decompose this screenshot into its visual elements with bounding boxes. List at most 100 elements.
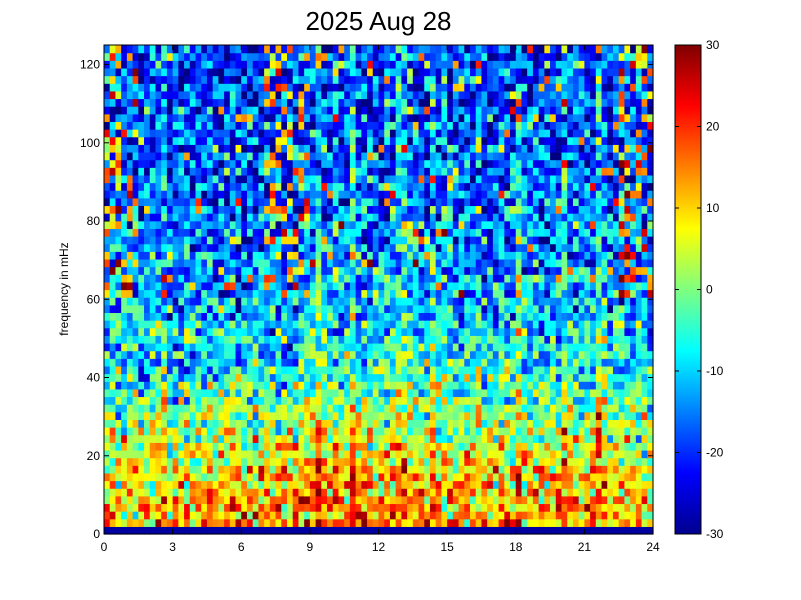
heatmap-cell bbox=[590, 312, 597, 321]
heatmap-cell bbox=[126, 159, 134, 168]
heatmap-cell bbox=[595, 182, 603, 191]
heatmap-cell bbox=[298, 304, 305, 314]
heatmap-cell bbox=[161, 190, 168, 199]
heatmap-cell bbox=[327, 434, 334, 443]
heatmap-cell bbox=[161, 213, 168, 222]
heatmap-cell bbox=[166, 220, 174, 229]
heatmap-cell bbox=[166, 281, 174, 291]
heatmap-cell bbox=[195, 197, 202, 207]
heatmap-cell bbox=[201, 266, 208, 275]
heatmap-cell bbox=[429, 213, 437, 222]
heatmap-cell bbox=[458, 243, 465, 252]
heatmap-cell bbox=[378, 503, 385, 512]
heatmap-cell bbox=[435, 297, 443, 306]
heatmap-cell bbox=[481, 457, 488, 466]
heatmap-cell bbox=[441, 465, 448, 474]
heatmap-cell bbox=[607, 251, 614, 260]
heatmap-cell bbox=[521, 304, 528, 314]
heatmap-cell bbox=[435, 228, 443, 237]
heatmap-cell bbox=[452, 197, 460, 207]
heatmap-cell bbox=[338, 472, 345, 482]
heatmap-cell bbox=[212, 144, 219, 153]
heatmap-cell bbox=[292, 396, 300, 405]
heatmap-cell bbox=[487, 449, 494, 459]
heatmap-cell bbox=[481, 312, 488, 321]
heatmap-cell bbox=[258, 480, 265, 489]
heatmap-cell bbox=[201, 197, 208, 207]
heatmap-cell bbox=[344, 350, 351, 359]
heatmap-cell bbox=[532, 381, 540, 390]
heatmap-cell bbox=[115, 144, 122, 153]
heatmap-cell bbox=[138, 151, 145, 161]
heatmap-cell bbox=[372, 419, 380, 428]
heatmap-cell bbox=[401, 197, 408, 207]
heatmap-cell bbox=[104, 427, 111, 436]
heatmap-cell bbox=[338, 190, 345, 199]
heatmap-cell bbox=[115, 373, 122, 382]
heatmap-cell bbox=[246, 495, 254, 505]
heatmap-cell bbox=[315, 281, 322, 291]
heatmap-cell bbox=[298, 312, 305, 321]
heatmap-cell bbox=[178, 243, 185, 252]
heatmap-cell bbox=[144, 151, 151, 161]
heatmap-cell bbox=[144, 335, 151, 344]
heatmap-cell bbox=[607, 342, 614, 352]
heatmap-cell bbox=[550, 213, 557, 222]
heatmap-cell bbox=[527, 266, 534, 275]
heatmap-cell bbox=[218, 228, 225, 237]
heatmap-cell bbox=[550, 373, 557, 382]
heatmap-cell bbox=[161, 144, 168, 153]
heatmap-cell bbox=[224, 304, 231, 314]
heatmap-cell bbox=[561, 159, 568, 168]
heatmap-cell bbox=[115, 266, 122, 275]
heatmap-cell bbox=[281, 243, 288, 252]
heatmap-cell bbox=[355, 449, 362, 459]
heatmap-cell bbox=[452, 503, 460, 512]
heatmap-cell bbox=[487, 472, 494, 482]
heatmap-cell bbox=[212, 472, 219, 482]
heatmap-cell bbox=[344, 457, 351, 466]
heatmap-cell bbox=[395, 358, 402, 367]
heatmap-cell bbox=[378, 388, 385, 398]
heatmap-cell bbox=[395, 274, 402, 283]
heatmap-cell bbox=[452, 297, 460, 306]
heatmap-cell bbox=[464, 228, 471, 237]
heatmap-cell bbox=[115, 365, 122, 375]
heatmap-cell bbox=[590, 220, 597, 229]
heatmap-cell bbox=[527, 396, 534, 405]
heatmap-cell bbox=[555, 167, 563, 176]
heatmap-cell bbox=[132, 312, 139, 321]
heatmap-cell bbox=[201, 258, 208, 268]
heatmap-cell bbox=[510, 243, 517, 252]
heatmap-cell bbox=[618, 190, 626, 199]
heatmap-cell bbox=[281, 304, 288, 314]
heatmap-cell bbox=[429, 258, 437, 268]
heatmap-cell bbox=[429, 335, 437, 344]
heatmap-cell bbox=[595, 266, 603, 275]
heatmap-cell bbox=[241, 335, 248, 344]
heatmap-cell bbox=[258, 281, 265, 291]
heatmap-cell bbox=[429, 243, 437, 252]
heatmap-cell bbox=[241, 144, 248, 153]
heatmap-cell bbox=[550, 251, 557, 260]
heatmap-cell bbox=[189, 197, 197, 207]
heatmap-cell bbox=[641, 167, 648, 176]
heatmap-cell bbox=[126, 297, 134, 306]
heatmap-cell bbox=[224, 205, 231, 214]
heatmap-cell bbox=[109, 266, 117, 275]
heatmap-cell bbox=[481, 442, 488, 451]
heatmap-cell bbox=[601, 281, 608, 291]
heatmap-cell bbox=[321, 427, 328, 436]
heatmap-cell bbox=[241, 220, 248, 229]
heatmap-cell bbox=[378, 373, 385, 382]
heatmap-cell bbox=[338, 251, 345, 260]
heatmap-cell bbox=[389, 449, 397, 459]
heatmap-cell bbox=[269, 205, 277, 214]
heatmap-cell bbox=[178, 190, 185, 199]
heatmap-cell bbox=[595, 289, 603, 298]
heatmap-cell bbox=[321, 518, 328, 527]
heatmap-cell bbox=[166, 258, 174, 268]
heatmap-cell bbox=[327, 442, 334, 451]
heatmap-cell bbox=[412, 365, 420, 375]
heatmap-cell bbox=[178, 159, 185, 168]
